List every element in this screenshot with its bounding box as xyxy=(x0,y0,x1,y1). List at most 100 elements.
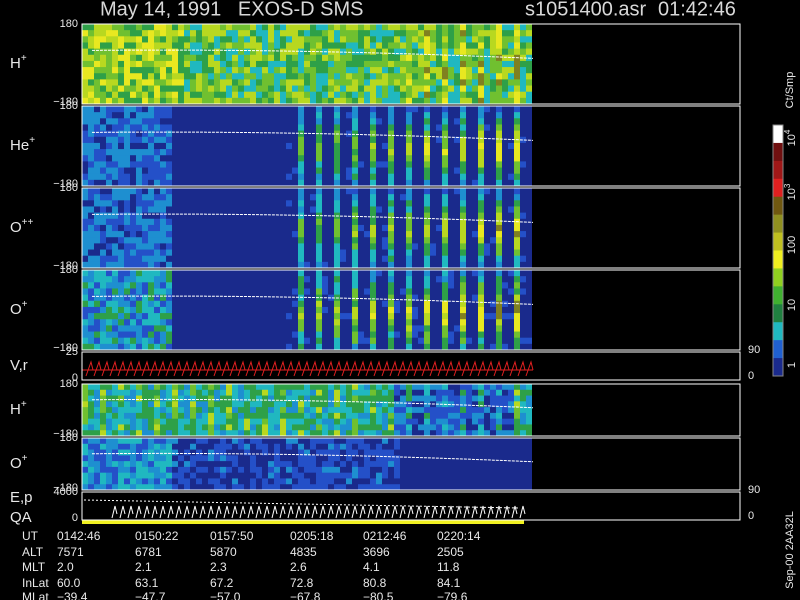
spectrogram-cell xyxy=(406,97,412,105)
spectrogram-cell xyxy=(454,24,460,31)
spectrogram-cell xyxy=(346,24,352,31)
spectrogram-cell xyxy=(100,418,106,425)
spectrogram-cell xyxy=(184,237,190,244)
spectrogram-cell xyxy=(442,249,448,257)
spectrogram-cell xyxy=(148,325,154,333)
spectrogram-cell xyxy=(526,206,532,214)
spectrogram-cell xyxy=(142,206,148,214)
spectrogram-cell xyxy=(82,218,88,226)
spectrogram-cell xyxy=(400,200,406,207)
spectrogram-cell xyxy=(322,325,328,333)
spectrogram-cell xyxy=(466,306,472,314)
spectrogram-cell xyxy=(208,407,214,414)
spectrogram-cell xyxy=(454,343,460,351)
panel-label-sup: + xyxy=(22,299,28,310)
spectrogram-cell xyxy=(226,472,232,479)
spectrogram-cell xyxy=(436,407,442,414)
spectrogram-cell xyxy=(178,401,184,408)
spectrogram-cell xyxy=(346,331,352,339)
spectrogram-cell xyxy=(466,167,472,175)
spectrogram-cell xyxy=(484,412,490,420)
spectrogram-cell xyxy=(442,136,448,144)
spectrogram-cell xyxy=(268,79,274,87)
spectrogram-cell xyxy=(520,112,526,119)
panel-label: H+ xyxy=(10,399,27,418)
spectrogram-cell xyxy=(196,188,202,195)
spectrogram-cell xyxy=(514,424,520,431)
spectrogram-cell xyxy=(286,161,292,169)
spectrogram-cell xyxy=(106,443,112,451)
spectrogram-cell xyxy=(94,161,100,169)
spectrogram-cell xyxy=(436,173,442,181)
spectrogram-cell xyxy=(406,237,412,244)
spectrogram-cell xyxy=(424,142,430,150)
spectrogram-cell xyxy=(436,255,442,263)
spectrogram-cell xyxy=(412,395,418,402)
spectrogram-cell xyxy=(142,91,148,99)
spectrogram-cell xyxy=(508,79,514,87)
spectrogram-cell xyxy=(388,24,394,31)
spectrogram-cell xyxy=(484,212,490,220)
spectrogram-cell xyxy=(514,112,520,119)
spectrogram-cell xyxy=(280,218,286,226)
spectrogram-cell xyxy=(148,319,154,326)
spectrogram-cell xyxy=(514,395,520,402)
spectrogram-cell xyxy=(256,106,262,113)
spectrogram-cell xyxy=(466,255,472,263)
spectrogram-cell xyxy=(346,142,352,150)
spectrogram-cell xyxy=(100,118,106,125)
spectrogram-cell xyxy=(352,206,358,214)
spectrogram-cell xyxy=(208,60,214,68)
spectrogram-cell xyxy=(514,206,520,214)
spectrogram-cell xyxy=(328,42,334,50)
spectrogram-cell xyxy=(196,300,202,308)
spectrogram-cell xyxy=(88,389,94,397)
spectrogram-cell xyxy=(340,407,346,414)
spectrogram-cell xyxy=(400,112,406,119)
spectrogram-cell xyxy=(136,443,142,451)
spectrogram-cell xyxy=(250,155,256,162)
spectrogram-cell xyxy=(310,161,316,169)
spectrogram-cell xyxy=(160,212,166,220)
spectrogram-cell xyxy=(172,412,178,420)
spectrogram-cell xyxy=(394,407,400,414)
spectrogram-cell xyxy=(490,343,496,351)
spectrogram-cell xyxy=(364,430,370,437)
spectrogram-cell xyxy=(112,124,118,132)
spectrogram-cell xyxy=(250,418,256,425)
spectrogram-cell xyxy=(106,389,112,397)
spectrogram-cell xyxy=(256,206,262,214)
spectrogram-cell xyxy=(118,401,124,408)
spectrogram-cell xyxy=(424,407,430,414)
spectrogram-cell xyxy=(136,106,142,113)
spectrogram-cell xyxy=(136,389,142,397)
spectrogram-cell xyxy=(340,149,346,156)
spectrogram-cell xyxy=(478,231,484,238)
spectrogram-cell xyxy=(172,218,178,226)
spectrogram-cell xyxy=(154,282,160,289)
spectrogram-cell xyxy=(394,54,400,62)
spectrogram-cell xyxy=(166,331,172,339)
spectrogram-cell xyxy=(118,30,124,37)
spectrogram-cell xyxy=(328,48,334,56)
spectrogram-cell xyxy=(310,231,316,238)
spectrogram-cell xyxy=(88,449,94,456)
spectrogram-cell xyxy=(238,313,244,320)
spectrogram-cell xyxy=(352,218,358,226)
spectrogram-cell xyxy=(130,430,136,437)
spectrogram-cell xyxy=(424,173,430,181)
spectrogram-cell xyxy=(334,155,340,162)
spectrogram-cell xyxy=(250,455,256,462)
spectrogram-cell xyxy=(424,194,430,201)
spectrogram-cell xyxy=(388,249,394,257)
spectrogram-cell xyxy=(496,60,502,68)
spectrogram-cell xyxy=(136,85,142,93)
spectrogram-cell xyxy=(472,149,478,156)
spectrogram-cell xyxy=(298,224,304,232)
spectrogram-cell xyxy=(226,48,232,56)
spectrogram-cell xyxy=(418,24,424,31)
spectrogram-cell xyxy=(466,155,472,162)
spectrogram-cell xyxy=(172,438,178,445)
spectrogram-cell xyxy=(412,188,418,195)
spectrogram-cell xyxy=(160,161,166,169)
